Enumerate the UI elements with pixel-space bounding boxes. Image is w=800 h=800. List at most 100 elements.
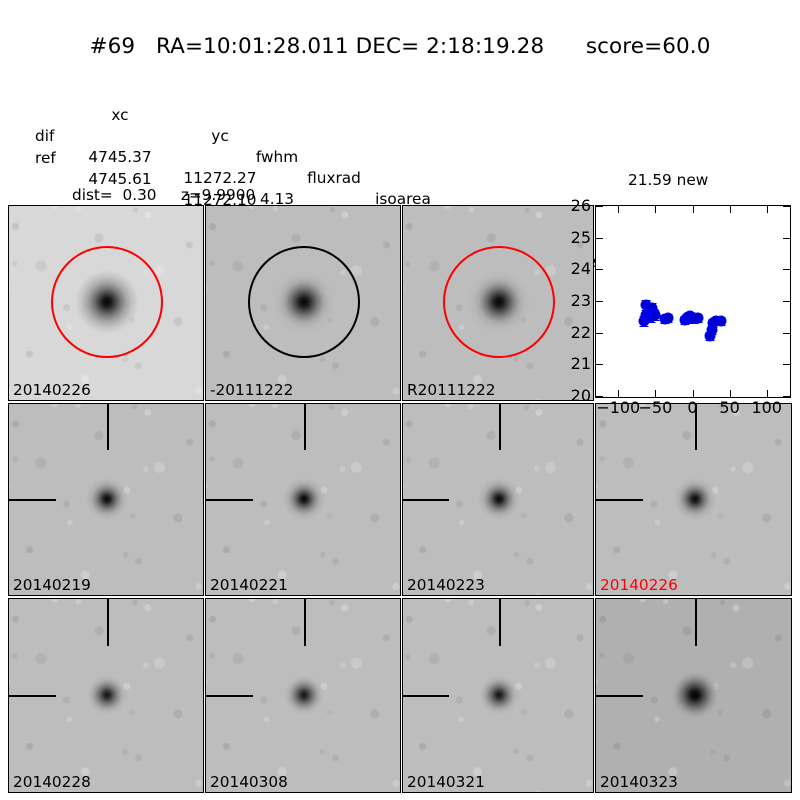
table-row-new: 21.59 new [0,149,800,189]
column-header-fwhm: fwhm [255,148,299,166]
y-axis-tick-mark [596,396,603,397]
dist-redshift-text: dist= 0.30 z=9.9900 [72,186,256,204]
x-axis-tick-mark [618,390,620,397]
cell-dif-yc: 11272.27 [183,169,257,187]
y-axis-tick-label: 22 [570,322,591,342]
x-axis-tick-mark-top [655,206,657,213]
cell-dif-xc: 4745.37 [88,148,152,166]
y-axis-tick-mark-right [783,269,790,271]
cutout-stamp-20140321[interactable]: 20140321 [402,598,594,793]
stamp-date-label: 20140323 [600,773,678,791]
cutout-stamp-20140226[interactable]: 20140226 [8,205,204,401]
cutout-stamp-20140228[interactable]: 20140228 [8,598,204,793]
y-axis-tick-mark [596,237,603,239]
x-axis-tick-mark-top [766,206,768,213]
stamp-date-label: 20140219 [13,576,91,594]
y-axis-tick-label: 20 [570,386,591,405]
column-header-yc: yc [211,127,229,145]
x-axis-tick-mark-top [618,206,620,213]
y-axis-tick-mark [596,332,603,334]
aperture-circle [248,246,360,359]
header-block: #69 RA=10:01:28.011 DEC= 2:18:19.28 scor… [0,0,800,356]
crosshair-tick-horizontal [9,498,56,501]
crosshair-tick-horizontal [403,694,449,697]
y-axis-tick-mark [596,301,603,302]
cutout-stamp-20140219[interactable]: 20140219 [8,403,204,596]
cutout-stamp-20140223[interactable]: 20140223 [402,403,594,596]
y-axis-tick-label: 24 [570,259,591,279]
point-source [86,477,128,520]
cutout-stamp-20140221[interactable]: 20140221 [205,403,401,596]
x-axis-tick-mark [766,390,768,397]
point-source [283,477,325,520]
y-axis-tick-mark-right [783,364,790,366]
crosshair-tick-vertical [694,404,697,450]
crosshair-tick-vertical [107,404,109,450]
y-axis-tick-mark-right [783,332,790,334]
x-axis-tick-mark [729,390,731,397]
stamp-date-label: 20140226 [600,576,678,594]
y-axis-tick-label: 23 [570,291,591,310]
stamp-date-label: 20140223 [407,576,485,594]
stamp-date-label: R20111222 [407,381,496,399]
y-axis-tick-label: 26 [570,196,591,215]
data-point[interactable] [715,315,727,327]
image-noise-background [206,404,400,595]
crosshair-tick-vertical [304,599,306,646]
y-axis-tick-mark [596,364,603,366]
crosshair-tick-vertical [499,599,501,646]
cutout-stamp-R20111222[interactable]: R20111222 [402,205,594,401]
x-axis-tick-label: 100 [751,398,782,417]
crosshair-tick-horizontal [403,498,449,501]
crosshair-tick-vertical [304,404,306,450]
light-curve-plot[interactable]: 20 21 22 23 24 25 26 −100 −50 0 50 100 [571,198,791,416]
y-axis-tick-label: 21 [570,354,591,374]
data-point[interactable] [662,312,674,324]
aperture-circle [51,246,163,359]
page-title: #69 RA=10:01:28.011 DEC= 2:18:19.28 scor… [89,34,711,59]
cutout-stamp-20140323[interactable]: 20140323 [595,598,792,793]
cutout-stamp-grid: 20140226 -20111222 R20111222 20140219 201402… [8,205,792,793]
crosshair-tick-vertical [694,599,697,646]
row-label-dif: dif [35,127,55,145]
cutout-stamp-20140226[interactable]: 20140226 [595,403,792,596]
cutout-stamp-20140308[interactable]: 20140308 [205,598,401,793]
x-axis-tick-label: 0 [687,398,698,417]
y-axis-tick-mark [596,269,603,271]
error-bar-cap [639,325,648,327]
column-header-fluxrad: fluxrad [307,169,361,187]
point-source [87,674,127,715]
point-source [479,674,519,715]
column-header-isoarea: isoarea [375,190,431,208]
cell-new-phmag: 21.59 new [628,171,709,189]
table-row-ref: ref 4745.61 11272.10 3.74 2.49 75.00 22.… [0,127,800,356]
stamp-date-label: 20140221 [210,576,288,594]
cutout-stamp-20111222[interactable]: -20111222 [205,205,401,401]
distance-redshift-row: dist= 0.30 z=9.9900 [0,164,800,204]
cell-ref-yc: 11272.10 [183,191,257,209]
table-header-row: xc yc fwhm fluxrad isoarea mag auto aper… [0,84,800,292]
aperture-circle [443,246,555,359]
x-axis-tick-mark [655,390,657,397]
cell-ref-xc: 4745.61 [88,170,152,188]
stamp-date-label: -20111222 [210,381,294,399]
y-axis-tick-mark-right [783,301,790,302]
x-axis-tick-mark-top [729,206,731,213]
x-axis-tick-label: 50 [719,398,740,417]
point-source [478,477,520,520]
crosshair-tick-horizontal [596,498,643,501]
x-axis-tick-mark [692,390,694,397]
point-source [284,674,324,715]
crosshair-tick-horizontal [9,694,56,697]
x-axis-tick-label: −100 [596,398,641,417]
stamp-date-label: 20140308 [210,773,288,791]
data-point[interactable] [692,312,704,324]
y-axis-tick-mark [596,206,603,207]
point-source [673,477,716,520]
y-axis-tick-mark-right [783,206,790,207]
row-label-ref: ref [35,149,56,167]
cell-dif-fwhm: 4.13 [259,190,295,208]
crosshair-tick-horizontal [596,694,643,697]
light-curve-axes: 20 21 22 23 24 25 26 −100 −50 0 50 100 [571,198,790,416]
point-source [668,668,721,721]
